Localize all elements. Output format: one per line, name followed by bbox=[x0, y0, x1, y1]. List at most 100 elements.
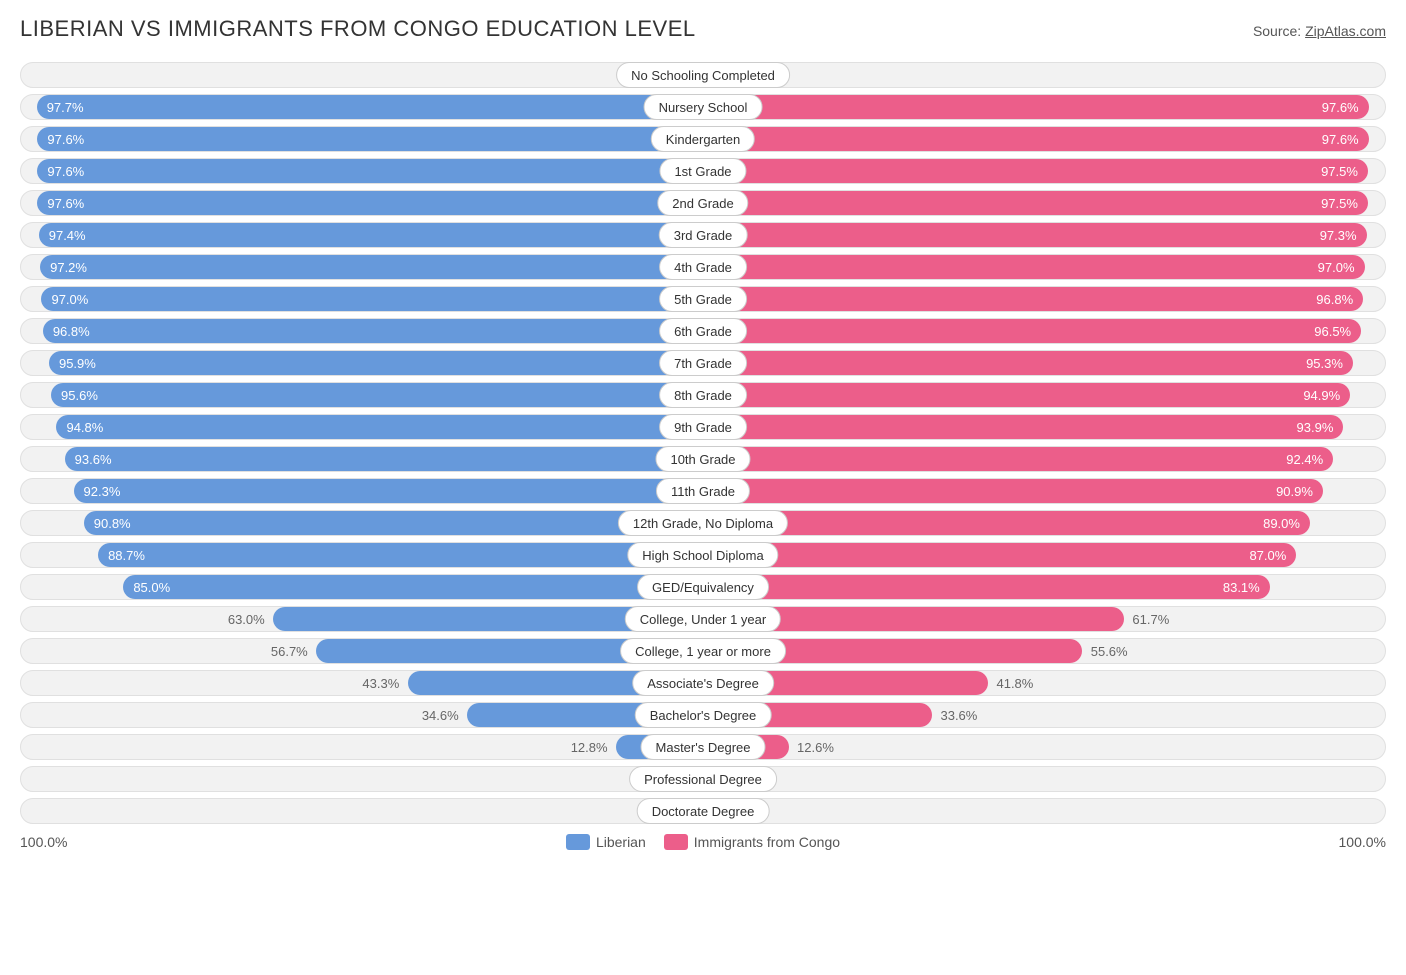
chart-row: 1.5%1.6%Doctorate Degree bbox=[20, 798, 1386, 824]
chart-header: LIBERIAN VS IMMIGRANTS FROM CONGO EDUCAT… bbox=[20, 16, 1386, 42]
axis-right-label: 100.0% bbox=[1339, 834, 1386, 850]
category-pill: 11th Grade bbox=[656, 478, 750, 504]
bar-left-value: 85.0% bbox=[123, 580, 180, 595]
bar-right-value: 90.9% bbox=[1266, 484, 1323, 499]
bar-left: 97.2% bbox=[40, 255, 703, 279]
bar-left: 97.6% bbox=[37, 127, 703, 151]
bar-left-value: 95.9% bbox=[49, 356, 106, 371]
category-pill: 8th Grade bbox=[659, 382, 747, 408]
category-pill: 2nd Grade bbox=[657, 190, 748, 216]
bar-left-value: 96.8% bbox=[43, 324, 100, 339]
bar-left-value: 97.6% bbox=[37, 132, 94, 147]
chart-row: 97.6%97.6%Kindergarten bbox=[20, 126, 1386, 152]
category-pill: Nursery School bbox=[644, 94, 763, 120]
source-link[interactable]: ZipAtlas.com bbox=[1305, 23, 1386, 39]
bar-left-value: 90.8% bbox=[84, 516, 141, 531]
bar-left: 97.0% bbox=[41, 287, 703, 311]
bar-left: 95.9% bbox=[49, 351, 703, 375]
chart-legend: Liberian Immigrants from Congo bbox=[566, 834, 840, 850]
legend-item-right: Immigrants from Congo bbox=[664, 834, 840, 850]
diverging-bar-chart: 2.4%2.4%No Schooling Completed 97.7% 97.6%… bbox=[20, 62, 1386, 824]
bar-left: 93.6% bbox=[65, 447, 703, 471]
legend-label-left: Liberian bbox=[596, 834, 646, 850]
chart-row: 94.8%93.9%9th Grade bbox=[20, 414, 1386, 440]
bar-left: 94.8% bbox=[56, 415, 703, 439]
bar-right: 97.5% bbox=[703, 191, 1368, 215]
category-pill: Master's Degree bbox=[641, 734, 766, 760]
category-pill: 12th Grade, No Diploma bbox=[618, 510, 788, 536]
category-pill: GED/Equivalency bbox=[637, 574, 769, 600]
chart-source: Source: ZipAtlas.com bbox=[1253, 23, 1386, 39]
chart-row: 97.4%97.3%3rd Grade bbox=[20, 222, 1386, 248]
bar-right-value: 97.5% bbox=[1311, 164, 1368, 179]
chart-row: 97.2% 97.0% 4th Grade bbox=[20, 254, 1386, 280]
legend-label-right: Immigrants from Congo bbox=[694, 834, 840, 850]
bar-left-value: 88.7% bbox=[98, 548, 155, 563]
bar-right-value: 55.6% bbox=[1083, 638, 1136, 664]
bar-right: 97.3% bbox=[703, 223, 1367, 247]
bar-left: 97.6% bbox=[37, 191, 703, 215]
bar-right: 92.4% bbox=[703, 447, 1333, 471]
bar-left-value: 56.7% bbox=[263, 638, 316, 664]
bar-left: 92.3% bbox=[74, 479, 703, 503]
bar-right: 95.3% bbox=[703, 351, 1353, 375]
bar-left-value: 97.6% bbox=[37, 164, 94, 179]
bar-right: 89.0% bbox=[703, 511, 1310, 535]
bar-left-value: 12.8% bbox=[563, 734, 616, 760]
bar-left-value: 97.7% bbox=[37, 100, 94, 115]
bar-right-value: 61.7% bbox=[1124, 606, 1177, 632]
category-pill: Doctorate Degree bbox=[637, 798, 770, 824]
bar-left-value: 95.6% bbox=[51, 388, 108, 403]
chart-row: 97.6%97.5%2nd Grade bbox=[20, 190, 1386, 216]
category-pill: 10th Grade bbox=[655, 446, 750, 472]
category-pill: Bachelor's Degree bbox=[635, 702, 772, 728]
bar-left-value: 92.3% bbox=[74, 484, 131, 499]
bar-left-value: 97.2% bbox=[40, 260, 97, 275]
bar-left: 96.8% bbox=[43, 319, 703, 343]
bar-right-value: 95.3% bbox=[1296, 356, 1353, 371]
bar-right-value: 97.0% bbox=[1308, 260, 1365, 275]
chart-row: 34.6%33.6%Bachelor's Degree bbox=[20, 702, 1386, 728]
category-pill: College, Under 1 year bbox=[625, 606, 781, 632]
bar-right-value: 92.4% bbox=[1276, 452, 1333, 467]
chart-row: 97.7% 97.6% Nursery School bbox=[20, 94, 1386, 120]
category-pill: Professional Degree bbox=[629, 766, 777, 792]
chart-row: 96.8%96.5%6th Grade bbox=[20, 318, 1386, 344]
bar-right: 96.5% bbox=[703, 319, 1361, 343]
bar-right: 97.0% bbox=[703, 255, 1365, 279]
chart-row: 97.6%97.5%1st Grade bbox=[20, 158, 1386, 184]
bar-right: 93.9% bbox=[703, 415, 1343, 439]
legend-swatch-right bbox=[664, 834, 688, 850]
chart-row: 85.0%83.1%GED/Equivalency bbox=[20, 574, 1386, 600]
bar-right-value: 97.3% bbox=[1310, 228, 1367, 243]
chart-row: 97.0%96.8%5th Grade bbox=[20, 286, 1386, 312]
bar-right-value: 96.5% bbox=[1304, 324, 1361, 339]
bar-left: 97.6% bbox=[37, 159, 703, 183]
bar-right-value: 93.9% bbox=[1287, 420, 1344, 435]
chart-title: LIBERIAN VS IMMIGRANTS FROM CONGO EDUCAT… bbox=[20, 16, 696, 42]
bar-left-value: 63.0% bbox=[220, 606, 273, 632]
axis-left-label: 100.0% bbox=[20, 834, 67, 850]
chart-row: 2.4%2.4%No Schooling Completed bbox=[20, 62, 1386, 88]
chart-row: 92.3% 90.9% 11th Grade bbox=[20, 478, 1386, 504]
category-pill: College, 1 year or more bbox=[620, 638, 786, 664]
bar-left: 90.8% bbox=[84, 511, 703, 535]
bar-right: 96.8% bbox=[703, 287, 1363, 311]
bar-right: 97.6% bbox=[703, 127, 1369, 151]
bar-right-value: 87.0% bbox=[1239, 548, 1296, 563]
category-pill: 7th Grade bbox=[659, 350, 747, 376]
bar-left: 97.4% bbox=[39, 223, 703, 247]
chart-row: 90.8% 89.0%12th Grade, No Diploma bbox=[20, 510, 1386, 536]
category-pill: 4th Grade bbox=[659, 254, 747, 280]
legend-item-left: Liberian bbox=[566, 834, 646, 850]
category-pill: 5th Grade bbox=[659, 286, 747, 312]
bar-right: 97.6% bbox=[703, 95, 1369, 119]
bar-left-value: 93.6% bbox=[65, 452, 122, 467]
chart-row: 12.8%12.6%Master's Degree bbox=[20, 734, 1386, 760]
chart-row: 63.0% 61.7% College, Under 1 year bbox=[20, 606, 1386, 632]
bar-right-value: 97.6% bbox=[1312, 132, 1369, 147]
chart-row: 93.6% 92.4% 10th Grade bbox=[20, 446, 1386, 472]
bar-right-value: 97.6% bbox=[1312, 100, 1369, 115]
bar-right: 97.5% bbox=[703, 159, 1368, 183]
bar-right: 87.0% bbox=[703, 543, 1296, 567]
